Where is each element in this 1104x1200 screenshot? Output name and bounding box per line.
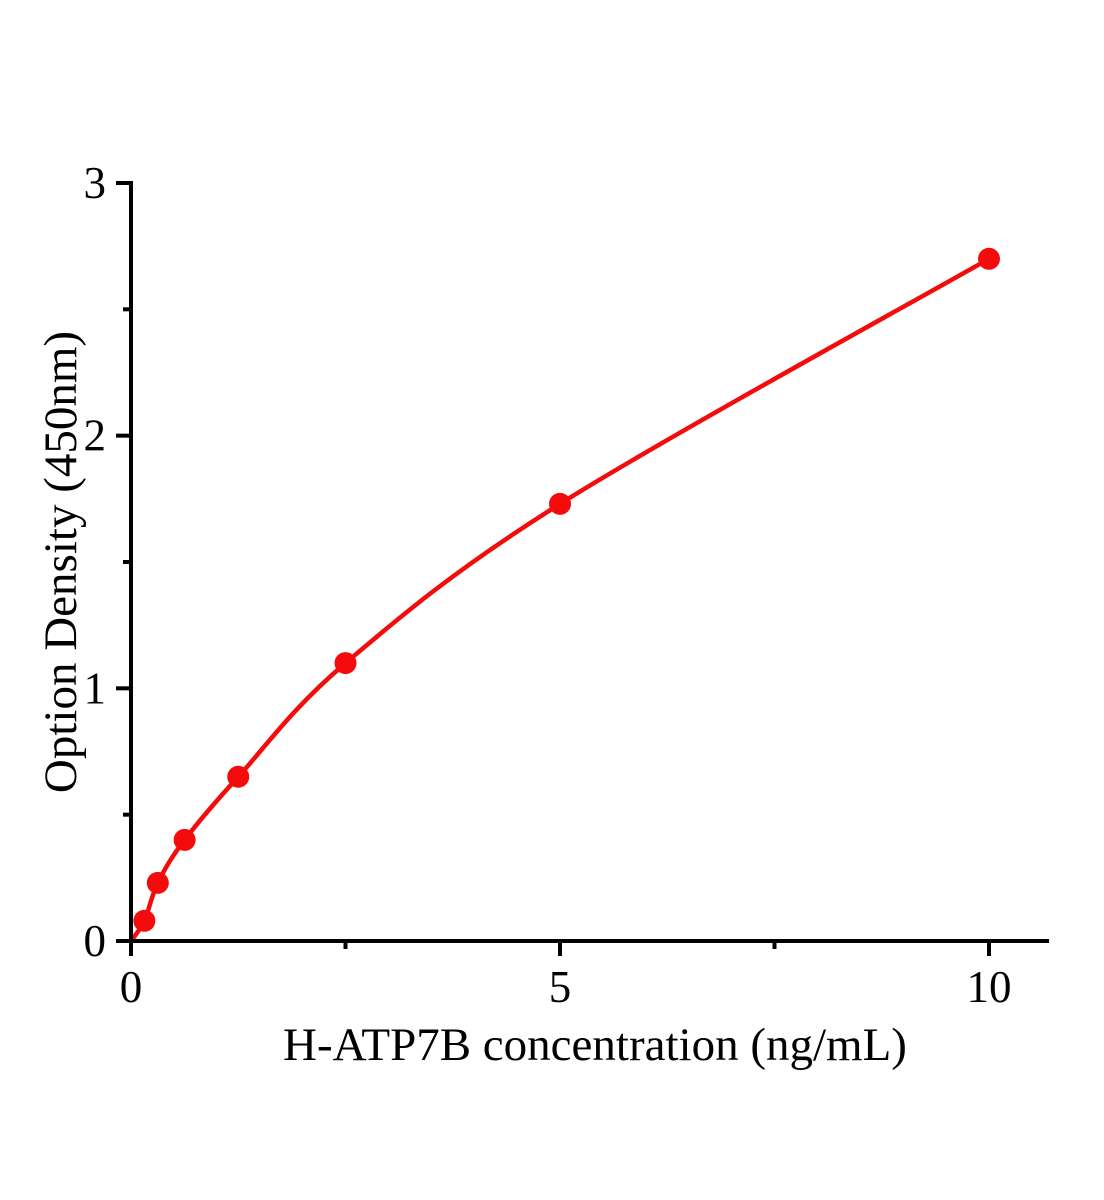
data-point-marker xyxy=(334,652,357,675)
y-axis-title: Option Density (450nm) xyxy=(35,331,87,793)
data-point-marker xyxy=(978,247,1000,270)
data-point-marker xyxy=(227,765,250,788)
y-tick-label: 3 xyxy=(84,158,107,208)
data-point-marker xyxy=(133,909,156,932)
x-tick-label: 5 xyxy=(549,962,572,1012)
fit-curve-line xyxy=(129,256,991,943)
x-axis-title: H-ATP7B concentration (ng/mL) xyxy=(283,1019,907,1071)
y-tick-label: 1 xyxy=(84,663,107,713)
data-point-marker xyxy=(173,828,196,851)
x-tick-label: 10 xyxy=(967,962,1012,1012)
x-tick-label: 0 xyxy=(120,962,143,1012)
tick-label-layer: 0 5 10 0 1 2 3 xyxy=(84,158,1012,1012)
data-point-marker xyxy=(549,492,571,515)
y-tick-label: 2 xyxy=(84,411,107,461)
curve-layer xyxy=(129,256,991,943)
marker-layer xyxy=(133,247,1000,932)
data-point-marker xyxy=(146,871,169,894)
y-tick-label: 0 xyxy=(84,916,107,966)
axes-layer xyxy=(129,180,1050,943)
ticks-layer xyxy=(116,180,991,956)
